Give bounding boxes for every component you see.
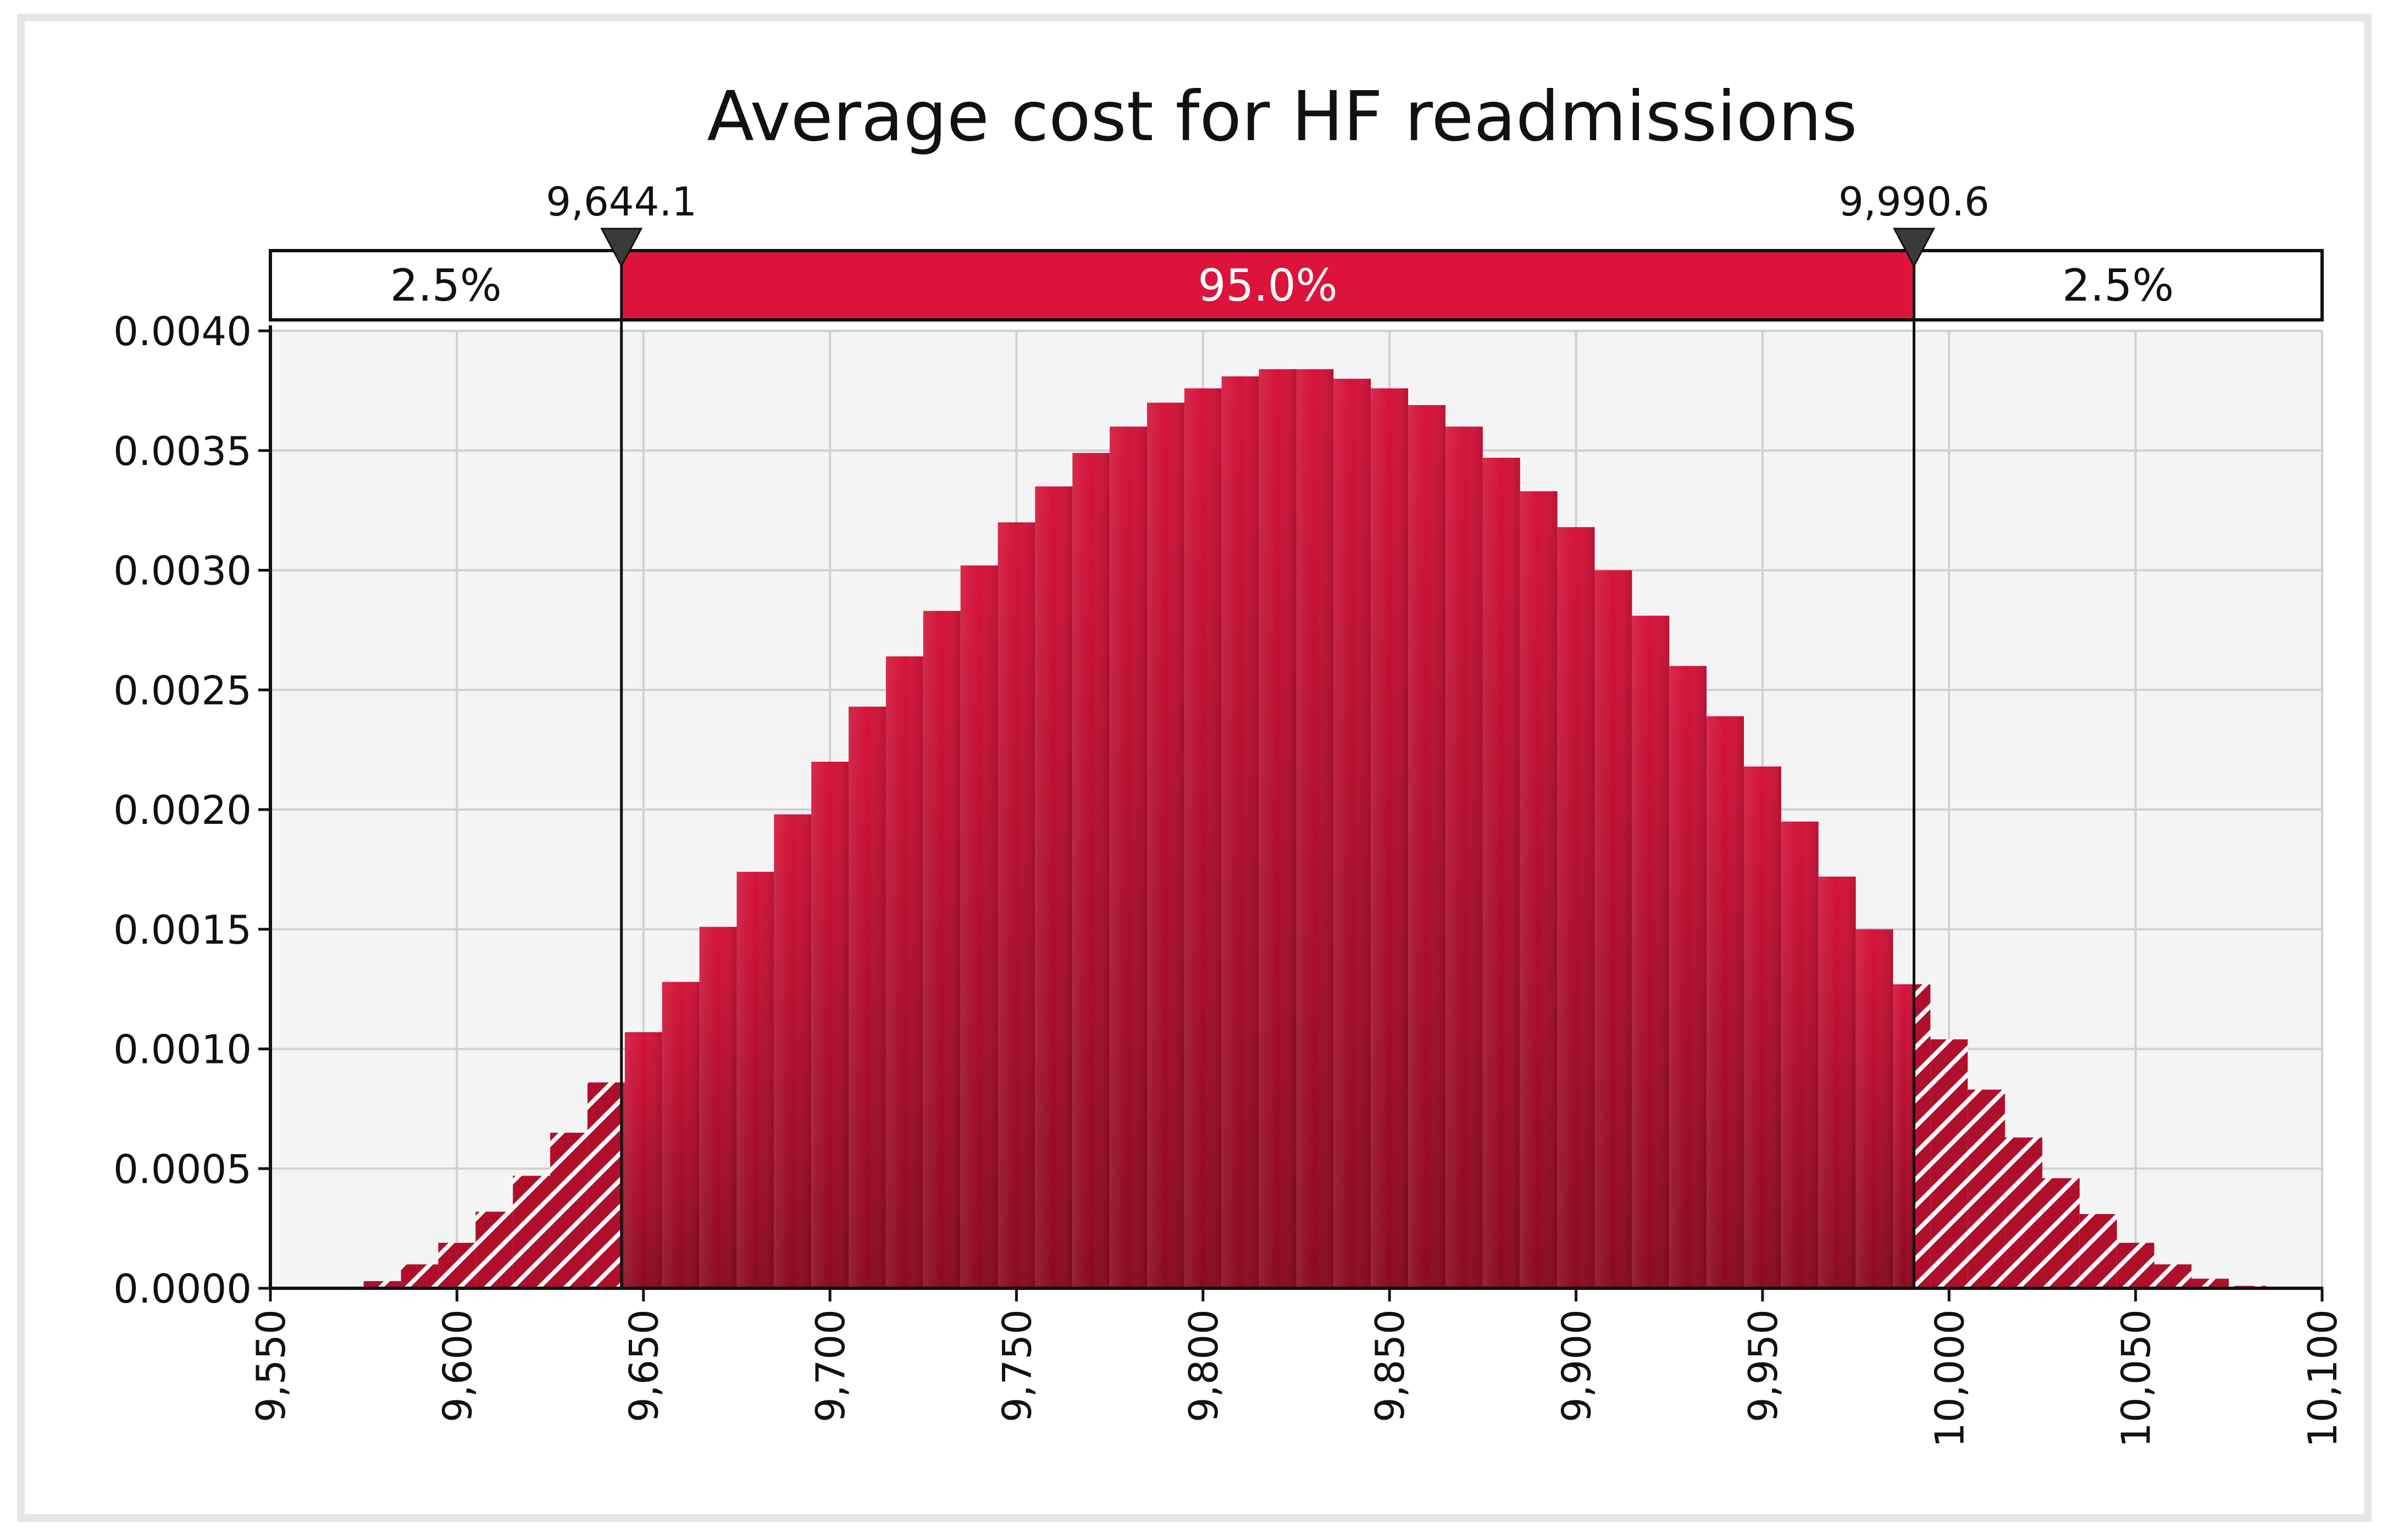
y-tick-label: 0.0000	[113, 1266, 252, 1312]
histogram-bar-tail	[438, 1243, 476, 1288]
histogram-bar-shade	[1371, 388, 1409, 1288]
x-tick-label: 9,550	[248, 1309, 294, 1422]
histogram-bar-shade	[1259, 369, 1297, 1289]
x-tick-label: 9,900	[1554, 1309, 1600, 1422]
histogram-bar-shade	[811, 761, 849, 1288]
y-tick-label: 0.0020	[113, 787, 252, 833]
histogram-bar-shade	[1184, 388, 1222, 1288]
histogram-bar-shade	[1707, 716, 1744, 1288]
y-tick-label: 0.0015	[113, 907, 252, 953]
histogram-bar-tail	[2079, 1214, 2117, 1288]
band-right-tail	[1914, 251, 2322, 320]
histogram-bar-tail	[513, 1176, 551, 1288]
histogram-bar-tail	[2005, 1137, 2042, 1288]
x-tick-label: 9,950	[1740, 1309, 1786, 1422]
x-tick-label: 9,750	[994, 1309, 1040, 1422]
x-tick-label: 9,800	[1181, 1309, 1227, 1422]
y-tick-label: 0.0025	[113, 667, 252, 713]
y-tick-label: 0.0030	[113, 548, 252, 594]
histogram-bar-shade	[1557, 527, 1595, 1288]
band-middle	[621, 251, 1914, 320]
histogram-bar-tail	[2154, 1264, 2192, 1288]
histogram-bar-shade	[1221, 376, 1259, 1288]
histogram-bar-tail	[401, 1264, 439, 1288]
histogram-bar-shade	[662, 982, 700, 1288]
histogram-bar-tail	[1930, 1039, 1968, 1288]
histogram-bar-shade	[774, 814, 812, 1288]
histogram-bar-shade	[1445, 426, 1483, 1289]
x-tick-label: 10,000	[1926, 1309, 1973, 1448]
y-tick-label: 0.0040	[113, 308, 252, 354]
lower-delimiter-value: 9,644.1	[546, 179, 697, 225]
histogram-bar-tail	[1914, 984, 1931, 1288]
histogram-bar-tail	[550, 1132, 588, 1288]
histogram-bar-shade	[1408, 405, 1445, 1288]
histogram-bar-shade	[1594, 570, 1632, 1288]
y-tick-label: 0.0035	[113, 428, 252, 474]
y-tick-label: 0.0010	[113, 1027, 252, 1073]
histogram-bar-shade	[998, 522, 1035, 1288]
histogram-bar-shade	[1333, 379, 1371, 1288]
histogram-bar-shade	[1781, 821, 1819, 1288]
histogram-bar-tail	[2117, 1243, 2154, 1288]
histogram-bar-shade	[1147, 402, 1184, 1288]
histogram-bar-tail	[363, 1281, 401, 1288]
y-tick-label: 0.0005	[113, 1146, 252, 1192]
histogram-bar-tail	[2042, 1178, 2080, 1288]
histogram-bar-shade	[1296, 369, 1334, 1289]
chart-title: Average cost for HF readmissions	[707, 77, 1857, 157]
upper-delimiter-value: 9,990.6	[1838, 179, 1990, 225]
band-frame	[269, 249, 2324, 322]
histogram-bar-shade	[849, 706, 886, 1288]
histogram-bar-tail	[587, 1082, 622, 1288]
histogram-bar-tail	[475, 1211, 513, 1288]
x-tick-label: 9,600	[434, 1309, 480, 1422]
histogram-bar-tail	[1968, 1089, 2006, 1288]
histogram-bar-shade	[1855, 929, 1893, 1288]
lower-delimiter-handle[interactable]	[600, 228, 643, 268]
upper-delimiter-handle[interactable]	[1892, 228, 1935, 268]
histogram-bar-shade	[699, 927, 737, 1288]
middle-percent-label: 95.0%	[1198, 260, 1338, 311]
histogram-bar-shade	[1482, 457, 1520, 1289]
histogram-bar-shade	[1520, 491, 1558, 1289]
histogram-bar-shade	[1632, 616, 1670, 1288]
histogram-bar-shade	[1893, 984, 1914, 1288]
histogram-bar-tail	[2191, 1278, 2229, 1288]
histogram-bar-shade	[1818, 876, 1856, 1288]
x-tick-label: 10,100	[2300, 1309, 2346, 1448]
right-tail-percent-label: 2.5%	[2062, 260, 2174, 311]
x-tick-label: 10,050	[2113, 1309, 2159, 1448]
left-tail-percent-label: 2.5%	[390, 260, 502, 311]
histogram-bar-shade	[621, 1082, 625, 1288]
x-tick-label: 9,850	[1367, 1309, 1413, 1422]
histogram-bar-shade	[1035, 486, 1073, 1289]
histogram-bar-shade	[736, 872, 774, 1288]
histogram-bar-shade	[1072, 453, 1110, 1288]
band-left-tail	[270, 251, 622, 320]
histogram-bar-shade	[960, 565, 998, 1288]
histogram-bar-shade	[923, 611, 961, 1288]
histogram-bar-shade	[1743, 766, 1781, 1288]
histogram-bar-shade	[1669, 666, 1707, 1288]
x-tick-label: 9,650	[621, 1309, 667, 1422]
histogram-bar-shade	[1110, 426, 1148, 1289]
x-tick-label: 9,700	[807, 1309, 854, 1422]
histogram-bar-shade	[885, 656, 923, 1288]
histogram-bar-shade	[624, 1032, 662, 1288]
